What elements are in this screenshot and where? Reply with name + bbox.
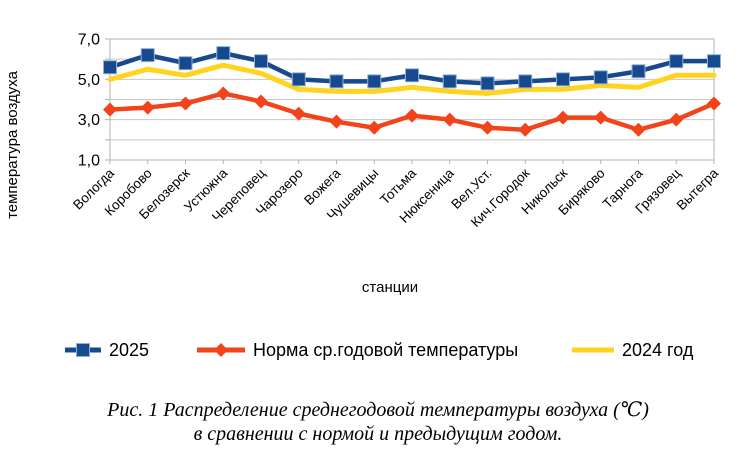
series-marker-1: [707, 96, 721, 111]
legend-label-2025: 2025: [109, 339, 150, 360]
series-group: [103, 46, 721, 137]
y-axis-title: температура воздуха: [4, 70, 21, 219]
series-marker-1: [178, 96, 193, 111]
series-marker-0: [707, 54, 721, 69]
series-marker-0: [405, 68, 419, 83]
temperature-chart: 7,0 5,0 3,0 1,0 ВологдаКоробовоБелозерскУст…: [4, 32, 721, 297]
series-marker-1: [480, 120, 495, 135]
y-tick-label: 5,0: [78, 72, 100, 89]
series-marker-0: [254, 54, 268, 69]
series-marker-1: [216, 86, 231, 101]
y-tick-label: 1,0: [78, 153, 100, 170]
series-marker-1: [631, 122, 646, 137]
figure-caption-line-1: Рис. 1 Распределение среднегодовой темпе…: [107, 399, 649, 421]
x-tick-labels-group: ВологдаКоробовоБелозерскУстюжнаЧереповец…: [70, 165, 721, 230]
series-marker-1: [103, 102, 117, 117]
series-marker-1: [254, 94, 268, 109]
series-marker-1: [367, 120, 382, 135]
legend-item-norma: Норма ср.годовой температуры: [196, 336, 518, 364]
series-marker-0: [367, 74, 382, 89]
legend-label-norma: Норма ср.годовой температуры: [253, 339, 519, 360]
series-marker-0: [140, 48, 155, 63]
series-marker-0: [480, 76, 495, 91]
series-marker-0: [329, 74, 344, 89]
y-tick-labels-group: 7,0 5,0 3,0 1,0: [78, 32, 100, 170]
series-1: [103, 86, 721, 137]
legend-label-2024: 2024 год: [622, 339, 694, 360]
series-marker-0: [216, 46, 231, 61]
x-axis-title: станции: [362, 279, 418, 296]
chart-legend: 2025 Норма ср.годовой температуры 2024 г…: [0, 336, 756, 364]
series-marker-1: [593, 110, 608, 125]
series-marker-1: [442, 112, 457, 127]
series-marker-1: [669, 112, 684, 127]
series-marker-0: [518, 74, 533, 89]
figure-caption: Рис. 1 Распределение среднегодовой темпе…: [0, 398, 756, 446]
legend-marker: [76, 343, 90, 357]
series-marker-1: [140, 100, 155, 115]
legend-item-2025: 2025: [64, 336, 149, 364]
series-marker-1: [518, 122, 533, 137]
series-marker-0: [669, 54, 684, 69]
figure-caption-line-2: в сравнении с нормой и предыдущим годом.: [193, 423, 563, 445]
series-marker-0: [631, 64, 646, 79]
series-marker-0: [103, 60, 117, 75]
series-marker-1: [291, 106, 306, 121]
series-2: [107, 62, 717, 96]
series-marker-0: [593, 70, 608, 85]
series-marker-0: [178, 56, 193, 71]
legend-marker: [214, 343, 228, 357]
series-marker-0: [442, 74, 457, 89]
series-line-2: [107, 62, 717, 96]
series-marker-0: [291, 72, 306, 87]
series-marker-1: [329, 114, 344, 129]
series-marker-1: [556, 110, 570, 125]
x-tick-label: Вытегра: [674, 165, 722, 213]
legend-swatch-norma-line-diamond-icon: [197, 343, 245, 357]
series-marker-0: [556, 72, 570, 87]
series-0: [103, 46, 721, 91]
legend-swatch-2025-line-square-icon: [65, 343, 101, 357]
legend-swatch-2024-line-icon: [572, 347, 614, 353]
series-marker-1: [405, 108, 419, 123]
y-tick-label: 7,0: [78, 32, 100, 49]
legend-item-2024: 2024 год: [571, 336, 693, 364]
y-tick-label: 3,0: [78, 112, 100, 129]
